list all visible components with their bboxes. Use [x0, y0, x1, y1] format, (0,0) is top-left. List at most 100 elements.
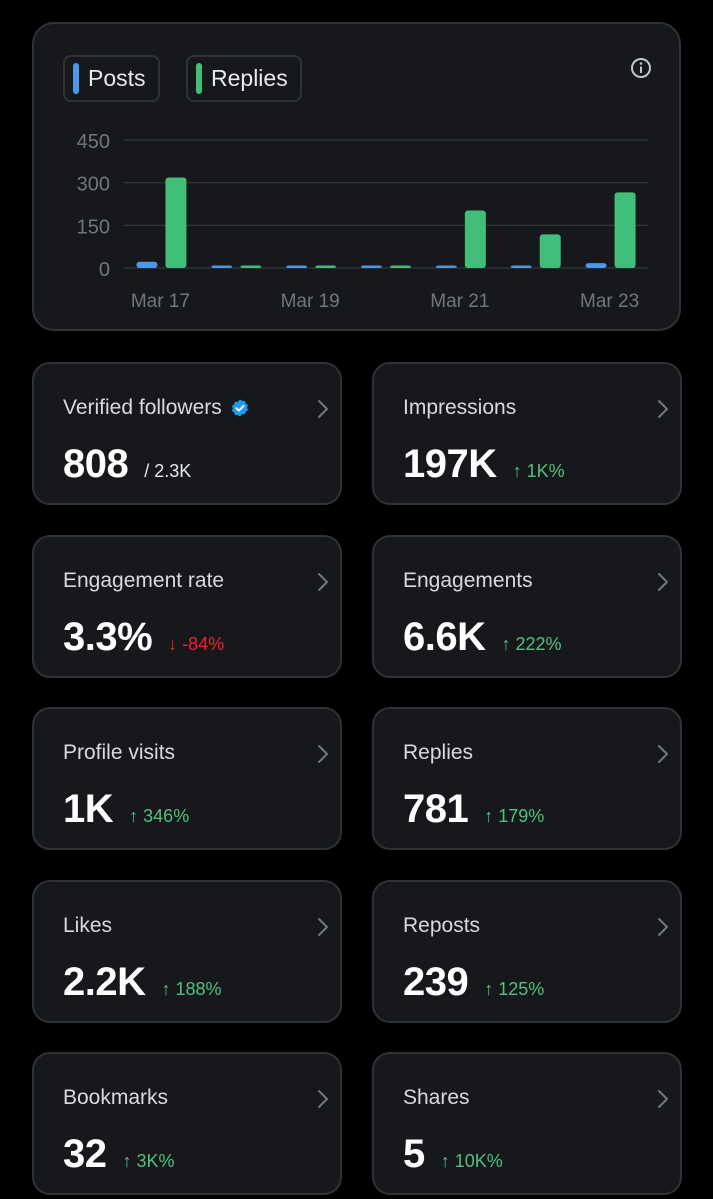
chevron-right-icon: [318, 745, 328, 763]
metric-tile-impressions[interactable]: Impressions 197K ↑ 1K%: [372, 362, 682, 505]
chevron-right-icon: [658, 1090, 668, 1108]
replies-swatch: [196, 63, 202, 94]
bar-posts-3[interactable]: [361, 265, 382, 269]
metric-change-value: 179%: [498, 806, 545, 826]
metric-tile-likes[interactable]: Likes 2.2K ↑ 188%: [32, 880, 342, 1023]
arrow-up-icon: ↑: [512, 461, 522, 481]
metric-change: ↑ 10K%: [441, 1151, 503, 1172]
arrow-up-icon: ↑: [484, 806, 494, 826]
x-tick-label: Mar 23: [580, 291, 639, 312]
metric-value: 781: [403, 787, 469, 831]
posts-swatch: [73, 63, 79, 94]
metric-change: ↓ -84%: [168, 634, 224, 655]
metric-tile-replies[interactable]: Replies 781 ↑ 179%: [372, 707, 682, 850]
metric-value: 197K: [403, 442, 497, 486]
chevron-right-icon: [318, 400, 328, 418]
metric-change: ↑ 3K%: [123, 1151, 175, 1172]
metric-value-row: 6.6K ↑ 222%: [403, 615, 562, 660]
metric-value: 5: [403, 1132, 425, 1176]
metric-label-text: Bookmarks: [63, 1086, 169, 1109]
legend-posts[interactable]: Posts: [63, 55, 160, 102]
arrow-up-icon: ↑: [129, 806, 139, 826]
metric-value-row: 808 / 2.3K: [63, 442, 191, 487]
chevron-right-icon: [658, 745, 668, 763]
bar-replies-1[interactable]: [240, 265, 262, 269]
chevron-right-icon: [318, 573, 328, 591]
arrow-up-icon: ↑: [484, 979, 494, 999]
bar-chart: 0 150 300 450 Mar 17 Mar 19 Mar 21 Mar 23: [77, 131, 648, 312]
legend-posts-label: Posts: [88, 65, 146, 91]
metric-change-value: 1K%: [526, 461, 565, 481]
bar-posts-4[interactable]: [435, 265, 457, 269]
arrow-up-icon: ↑: [122, 1151, 132, 1171]
metric-change-value: 10K%: [454, 1151, 503, 1171]
arrow-up-icon: ↑: [501, 634, 511, 654]
metric-value: 808: [63, 442, 129, 486]
metric-label: Profile visits: [63, 741, 175, 765]
metric-tile-engagement-rate[interactable]: Engagement rate 3.3% ↓ -84%: [32, 535, 342, 678]
metric-value: 3.3%: [63, 615, 153, 659]
y-tick-label: 0: [99, 259, 110, 281]
metric-value-row: 781 ↑ 179%: [403, 787, 544, 832]
metric-change-value: 222%: [515, 634, 562, 654]
bar-posts-6[interactable]: [585, 263, 607, 268]
metric-value-row: 239 ↑ 125%: [403, 960, 544, 1005]
arrow-up-icon: ↑: [440, 1151, 450, 1171]
bar-replies-5[interactable]: [539, 234, 561, 268]
chevron-right-icon: [658, 400, 668, 418]
y-tick-label: 150: [77, 216, 110, 238]
bar-replies-4[interactable]: [464, 210, 486, 268]
metric-change-value: -84%: [182, 634, 225, 654]
bar-posts-2[interactable]: [286, 265, 308, 269]
legend-replies[interactable]: Replies: [186, 55, 302, 102]
metric-change-value: 346%: [143, 806, 190, 826]
metric-label: Verified followers: [63, 396, 250, 420]
metric-label: Likes: [63, 914, 112, 938]
metric-change: ↑ 346%: [129, 806, 189, 827]
verified-badge-icon: [231, 399, 248, 417]
metric-value-row: 1K ↑ 346%: [63, 787, 189, 832]
metric-label: Bookmarks: [63, 1086, 168, 1110]
chart-card: Posts Replies 0 150 300 450 Mar 17 Mar 19 Mar …: [32, 22, 681, 331]
metric-tile-shares[interactable]: Shares 5 ↑ 10K%: [372, 1052, 682, 1195]
metric-label-text: Likes: [63, 914, 113, 937]
metric-label-text: Profile visits: [63, 741, 176, 764]
metric-tile-engagements[interactable]: Engagements 6.6K ↑ 222%: [372, 535, 682, 678]
chevron-right-icon: [318, 918, 328, 936]
x-tick-label: Mar 19: [281, 291, 340, 312]
bar-replies-6[interactable]: [614, 192, 636, 268]
metric-label: Replies: [403, 741, 473, 765]
y-tick-label: 450: [77, 131, 110, 153]
bar-replies-2[interactable]: [315, 265, 337, 269]
metric-value-row: 32 ↑ 3K%: [63, 1132, 175, 1177]
metric-value: 1K: [63, 787, 114, 831]
metric-value-row: 2.2K ↑ 188%: [63, 960, 222, 1005]
metric-change: ↑ 125%: [484, 979, 544, 1000]
bar-posts-1[interactable]: [211, 265, 233, 269]
metric-label: Reposts: [403, 914, 480, 938]
arrow-down-icon: ↓: [168, 634, 178, 654]
metric-label-text: Engagement rate: [63, 569, 225, 592]
metric-label: Engagements: [403, 569, 533, 593]
chevron-right-icon: [318, 1090, 328, 1108]
x-tick-label: Mar 21: [430, 291, 489, 312]
info-icon[interactable]: [629, 56, 653, 80]
bar-replies-3[interactable]: [390, 265, 411, 269]
metric-tile-profile-visits[interactable]: Profile visits 1K ↑ 346%: [32, 707, 342, 850]
metric-value: 2.2K: [63, 960, 146, 1004]
bar-replies-0[interactable]: [165, 177, 187, 268]
metric-value-row: 197K ↑ 1K%: [403, 442, 565, 487]
metric-label-text: Verified followers: [63, 396, 222, 419]
bar-posts-0[interactable]: [136, 261, 158, 268]
metric-label-text: Shares: [403, 1086, 470, 1109]
metric-change-value: 125%: [498, 979, 545, 999]
metric-change: ↑ 1K%: [513, 461, 565, 482]
metric-tile-verified-followers[interactable]: Verified followers 808 / 2.3K: [32, 362, 342, 505]
metric-value-row: 3.3% ↓ -84%: [63, 615, 224, 660]
metric-value-row: 5 ↑ 10K%: [403, 1132, 503, 1177]
bar-posts-5[interactable]: [510, 265, 532, 269]
metric-tile-reposts[interactable]: Reposts 239 ↑ 125%: [372, 880, 682, 1023]
metric-value: 239: [403, 960, 469, 1004]
metric-tile-bookmarks[interactable]: Bookmarks 32 ↑ 3K%: [32, 1052, 342, 1195]
metric-label-text: Replies: [403, 741, 474, 764]
